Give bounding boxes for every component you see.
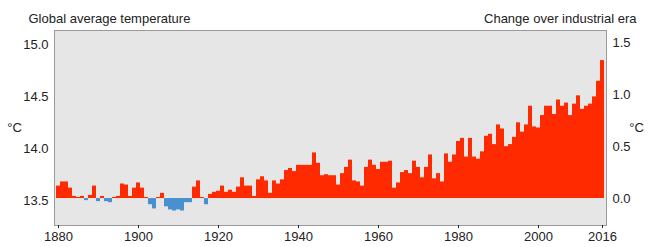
svg-text:1980: 1980 [444, 229, 473, 244]
svg-text:2000: 2000 [524, 229, 553, 244]
svg-text:0.5: 0.5 [613, 139, 631, 154]
svg-text:1900: 1900 [124, 229, 153, 244]
svg-text:Change over industrial era: Change over industrial era [484, 11, 637, 26]
svg-text:1960: 1960 [364, 229, 393, 244]
svg-text:1.0: 1.0 [613, 87, 631, 102]
svg-text:Global average temperature: Global average temperature [29, 11, 191, 26]
svg-text:°C: °C [7, 120, 22, 135]
svg-text:°C: °C [629, 120, 644, 135]
svg-text:14.0: 14.0 [23, 141, 48, 156]
svg-text:1880: 1880 [44, 229, 73, 244]
svg-text:2016: 2016 [588, 229, 617, 244]
svg-text:0.0: 0.0 [613, 191, 631, 206]
svg-text:1.5: 1.5 [613, 35, 631, 50]
svg-text:1940: 1940 [284, 229, 313, 244]
svg-text:13.5: 13.5 [23, 193, 48, 208]
svg-text:15.0: 15.0 [23, 37, 48, 52]
svg-text:1920: 1920 [204, 229, 233, 244]
svg-text:14.5: 14.5 [23, 89, 48, 104]
